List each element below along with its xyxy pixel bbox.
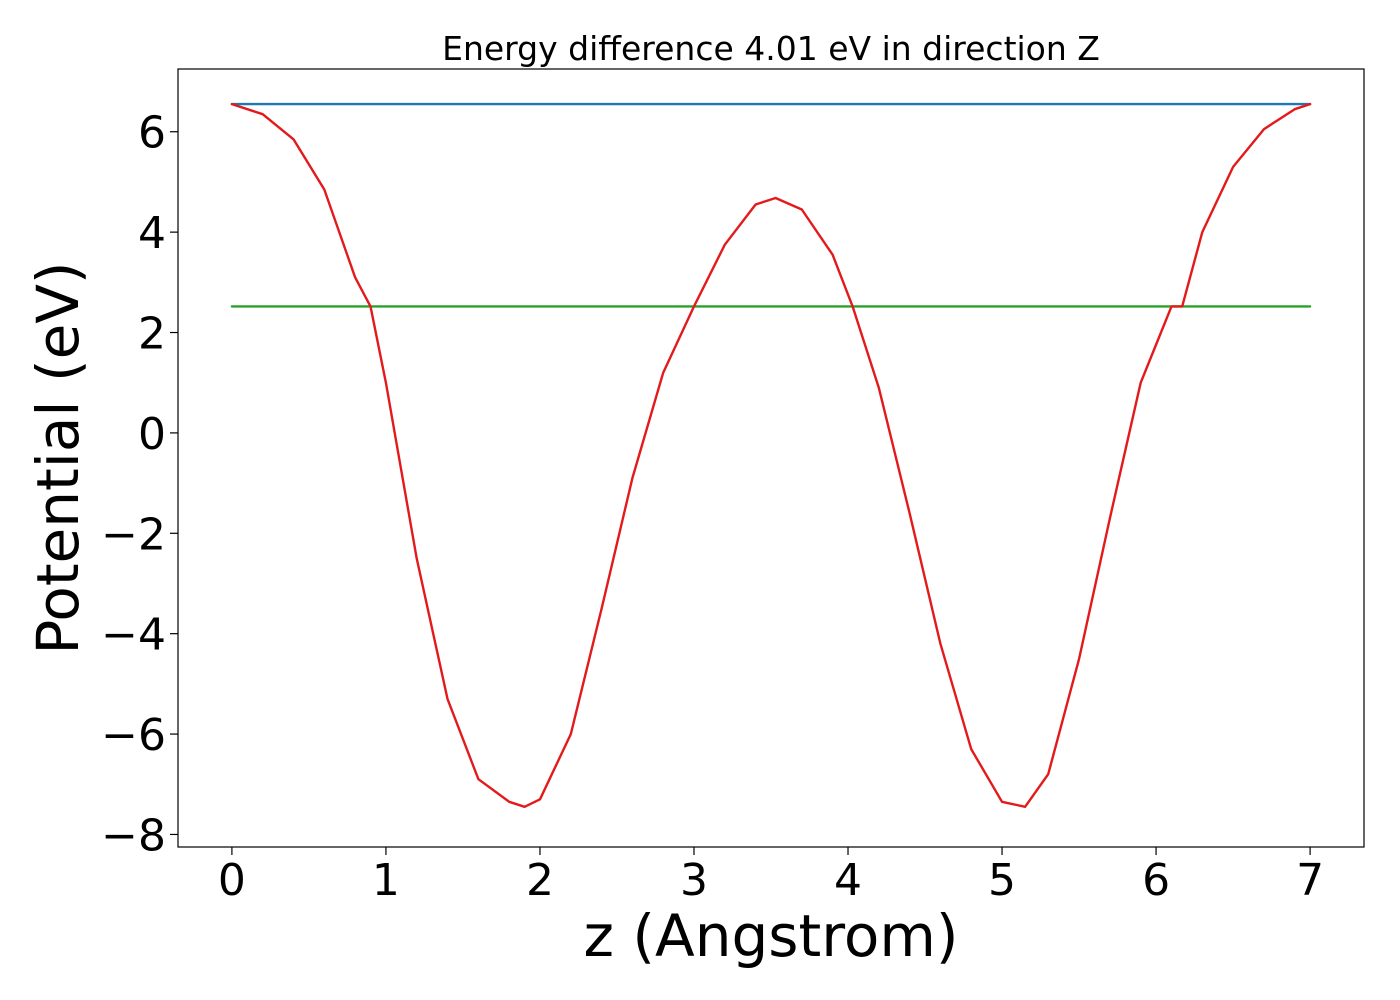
series-layer <box>230 102 1312 808</box>
x-tick-label: 1 <box>372 855 400 906</box>
y-tick-label: −8 <box>101 810 166 861</box>
y-tick-label: −2 <box>101 509 166 560</box>
series-line-2 <box>230 102 1312 808</box>
x-axis-ticks: 0 1 2 3 4 5 6 7 <box>218 847 1324 906</box>
y-tick-label: −4 <box>101 610 166 661</box>
y-tick-label: 6 <box>138 108 166 159</box>
y-tick-label: 4 <box>138 208 166 259</box>
x-tick-label: 5 <box>988 855 1016 906</box>
chart-title: Energy difference 4.01 eV in direction Z <box>442 29 1100 68</box>
plot-frame <box>177 68 1365 848</box>
x-tick-label: 7 <box>1296 855 1324 906</box>
y-tick-label: −6 <box>101 710 166 761</box>
y-axis-ticks: 6 4 2 0 −2 −4 −6 −8 <box>101 108 178 861</box>
x-tick-label: 6 <box>1142 855 1170 906</box>
y-axis-title: Potential (eV) <box>24 261 92 654</box>
x-tick-label: 4 <box>834 855 862 906</box>
x-axis-title: z (Angstrom) <box>584 902 959 970</box>
x-tick-label: 3 <box>680 855 708 906</box>
y-tick-label: 0 <box>138 409 166 460</box>
y-tick-label: 2 <box>138 309 166 360</box>
x-tick-label: 2 <box>526 855 554 906</box>
x-tick-label: 0 <box>218 855 246 906</box>
